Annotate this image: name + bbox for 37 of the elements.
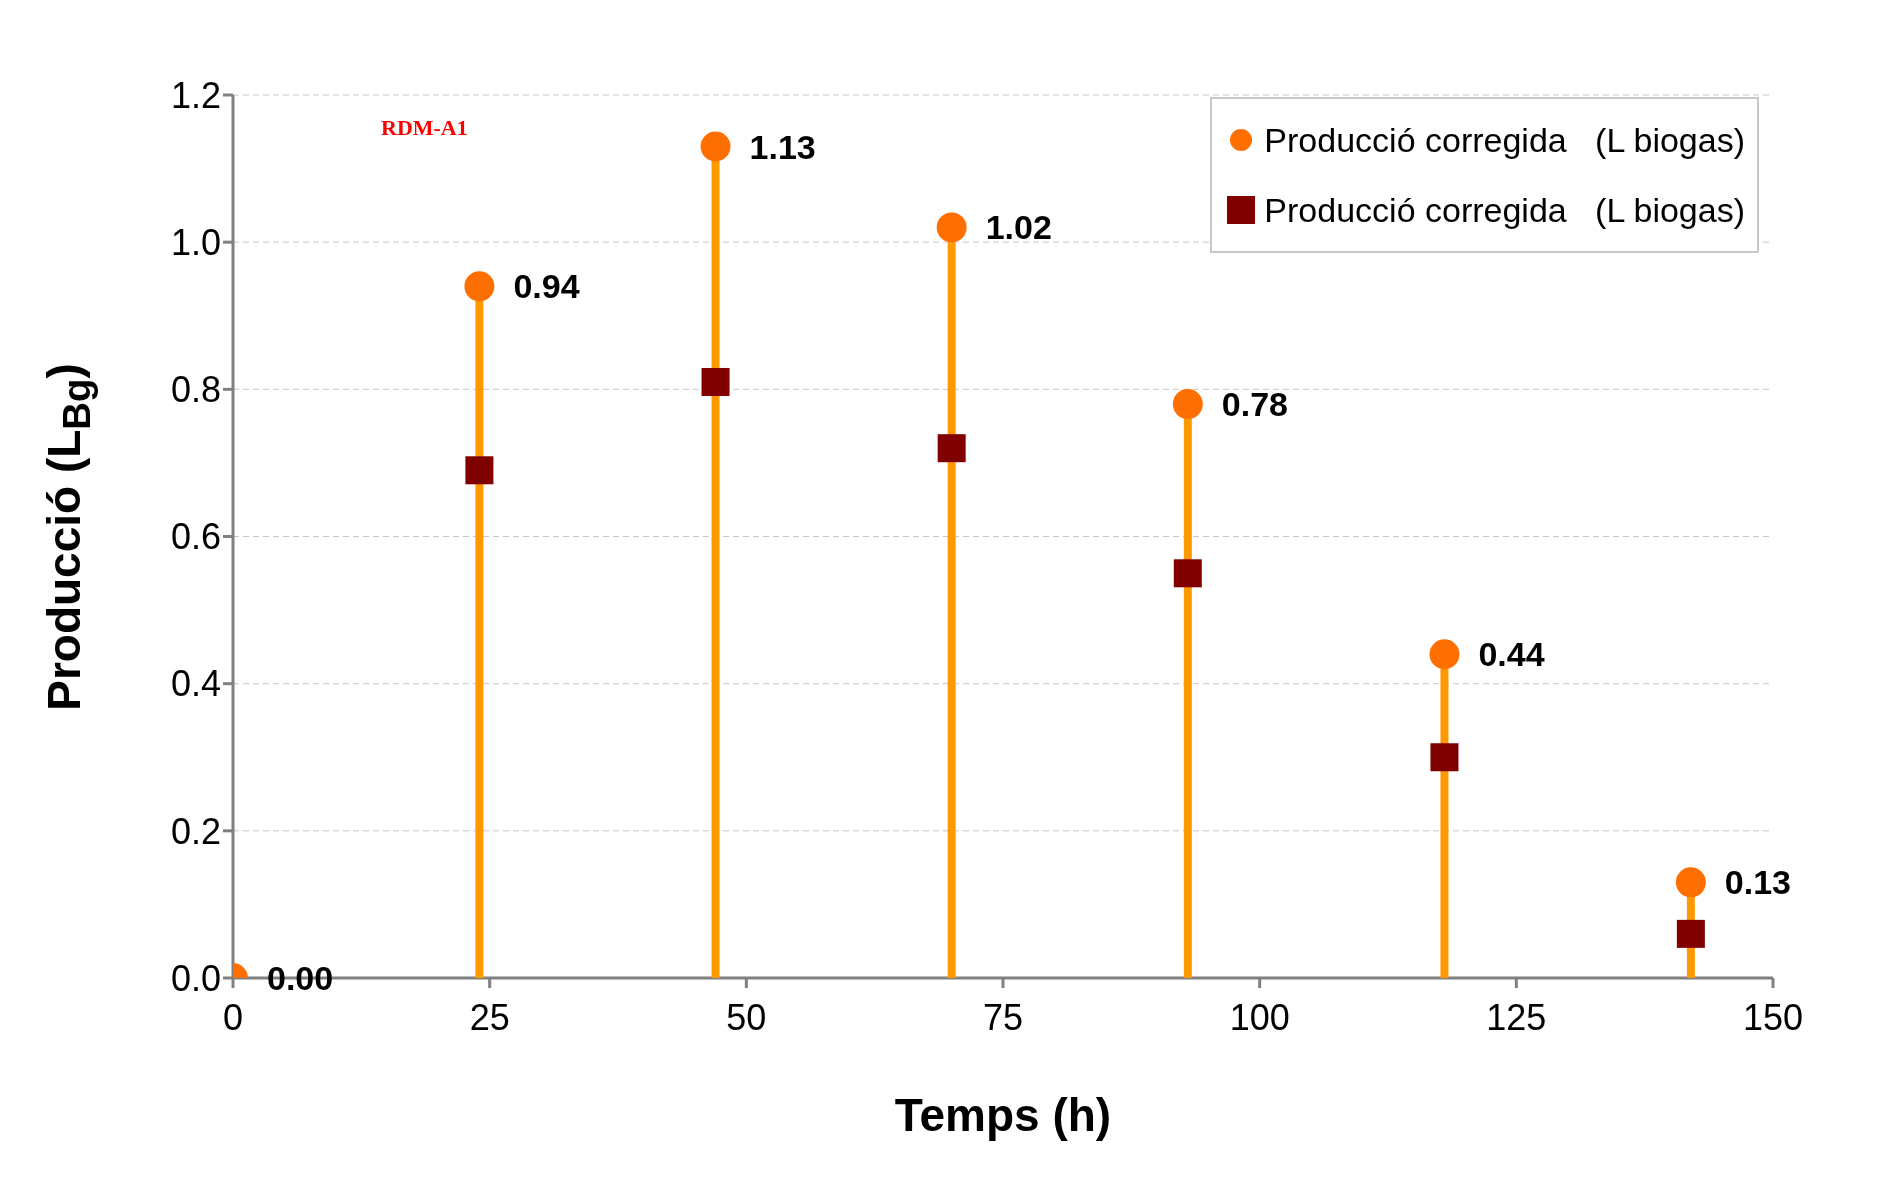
y-tick-label: 0.8 bbox=[170, 369, 221, 411]
point bbox=[464, 271, 495, 302]
x-tick-label: 50 bbox=[726, 996, 767, 1038]
x-tick-label: 0 bbox=[222, 996, 244, 1038]
y-tick-label: 1.2 bbox=[170, 74, 221, 116]
point bbox=[937, 434, 966, 463]
x-axis-title: Temps (h) bbox=[893, 1088, 1113, 1142]
legend-label: Producció corregida (L biogas) bbox=[1264, 190, 1745, 230]
point bbox=[936, 212, 967, 243]
point bbox=[1173, 559, 1202, 588]
data-label: 0.78 bbox=[1221, 385, 1288, 424]
data-label: 0.13 bbox=[1724, 863, 1792, 902]
data-label: 1.02 bbox=[985, 208, 1052, 247]
data-label: 0.44 bbox=[1478, 635, 1545, 674]
point bbox=[1676, 919, 1705, 948]
data-label: 1.13 bbox=[749, 127, 816, 166]
x-tick-label: 25 bbox=[469, 996, 510, 1038]
point bbox=[700, 131, 731, 162]
y-tick-label: 0.2 bbox=[170, 810, 221, 852]
data-label: 0.00 bbox=[267, 959, 334, 997]
legend-label: Producció corregida (L biogas) bbox=[1264, 120, 1745, 160]
x-tick-label: 150 bbox=[1742, 996, 1804, 1038]
x-tick-label: 125 bbox=[1486, 996, 1547, 1038]
point bbox=[1429, 639, 1460, 670]
point bbox=[1430, 743, 1459, 772]
y-tick-label: 0.6 bbox=[170, 516, 221, 558]
x-tick-label: 100 bbox=[1229, 996, 1290, 1038]
y-tick-label: 1.0 bbox=[170, 221, 221, 263]
annotation: RDM-A1 bbox=[381, 115, 468, 141]
data-label: 0.94 bbox=[513, 267, 580, 306]
y-tick-label: 0.0 bbox=[170, 957, 221, 999]
y-tick-label: 0.4 bbox=[170, 663, 221, 705]
point bbox=[1172, 389, 1203, 420]
point bbox=[1675, 867, 1706, 898]
x-tick-label: 75 bbox=[982, 996, 1024, 1038]
point bbox=[465, 456, 494, 485]
point bbox=[701, 367, 730, 396]
